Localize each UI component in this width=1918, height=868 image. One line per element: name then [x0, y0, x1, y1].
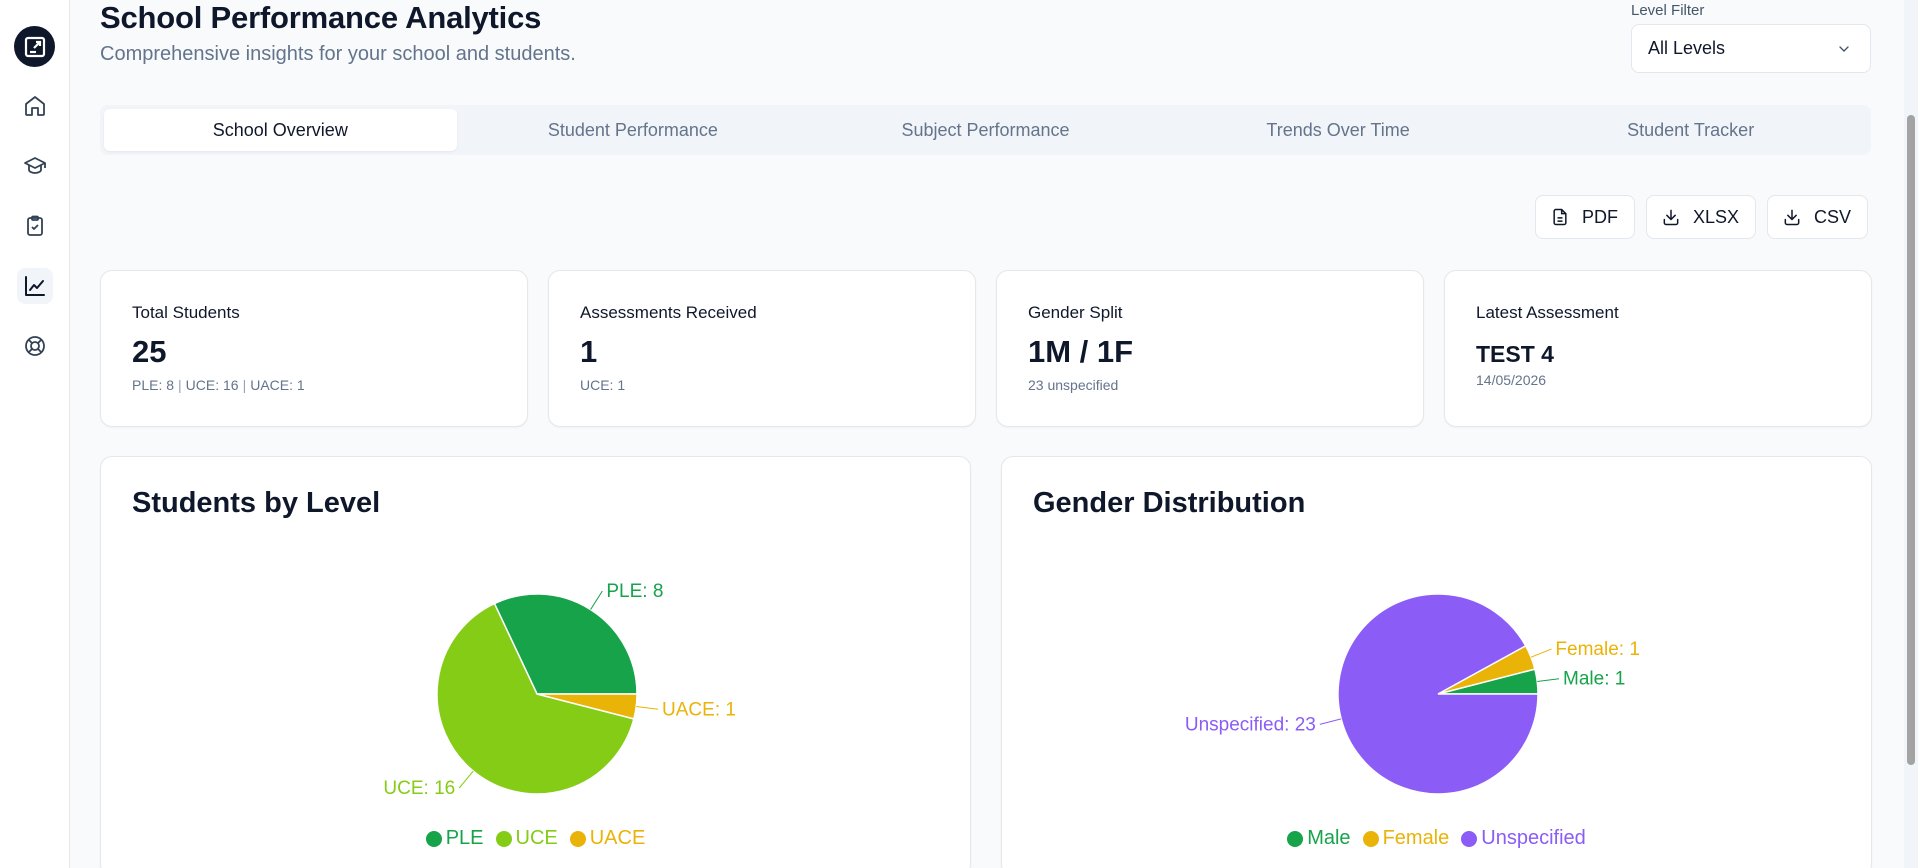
chart-line-icon	[25, 276, 45, 296]
stat-label: Latest Assessment	[1476, 303, 1619, 322]
chevron-down-icon	[1839, 45, 1849, 52]
pie-slice-uce[interactable]	[436, 602, 635, 795]
download-icon	[1663, 209, 1679, 226]
sidebar-item-students[interactable]	[17, 148, 53, 184]
pie-label-female: Female: 1	[1555, 639, 1639, 660]
legend-dot	[1287, 830, 1304, 847]
legend-label: PLE	[445, 827, 484, 849]
tab-school-overview[interactable]: School Overview	[104, 109, 457, 151]
chart-legend: PLE UCE UACE	[101, 827, 970, 850]
stat-label: Gender Split	[1028, 303, 1123, 322]
pie-leader-line	[590, 590, 603, 610]
clipboard-check-icon	[27, 215, 43, 236]
legend-dot	[569, 830, 586, 847]
chart-title: Gender Distribution	[1033, 487, 1306, 519]
gender-distribution-pie: Male: 1 Female: 1 Unspecified: 23	[1185, 593, 1640, 795]
legend-dot	[1461, 830, 1478, 847]
export-xlsx-label: XLSX	[1693, 206, 1740, 227]
pie-slice-uace[interactable]	[536, 693, 638, 720]
tab-list: School Overview Student Performance Subj…	[100, 105, 1871, 155]
page-title: School Performance Analytics	[100, 0, 542, 35]
page-subtitle: Comprehensive insights for your school a…	[100, 43, 576, 65]
stat-card-total-students: Total Students 25 PLE: 8 | UCE: 16 | UACE: 1	[100, 270, 528, 427]
stat-sub: 23 unspecified	[1028, 377, 1119, 393]
pie-slice-ple[interactable]	[493, 593, 638, 695]
legend-label: Female	[1382, 827, 1450, 849]
legend-label: Male	[1307, 827, 1351, 849]
export-xlsx-button[interactable]: XLSX	[1646, 195, 1757, 239]
legend-dot	[425, 830, 442, 847]
legend-item-uce[interactable]: UCE	[495, 827, 558, 850]
legend-item-ple[interactable]: PLE	[425, 827, 484, 850]
graduation-cap-icon	[24, 157, 46, 174]
home-icon	[25, 96, 45, 116]
stat-value: TEST 4	[1476, 341, 1554, 367]
sidebar-item-support[interactable]	[17, 328, 53, 364]
pie-leader-line	[636, 706, 659, 710]
legend-label: Unspecified	[1481, 827, 1586, 849]
logo-icon	[24, 36, 45, 57]
download-icon	[1784, 209, 1800, 226]
export-pdf-button[interactable]: PDF	[1535, 195, 1635, 239]
legend-dot	[495, 830, 512, 847]
stat-value: 1	[580, 334, 598, 369]
stat-value: 25	[132, 334, 167, 369]
stat-sub: 14/05/2026	[1476, 372, 1547, 388]
pie-label-uce: UCE: 16	[383, 778, 455, 799]
chart-card-students-by-level: Students by Level PLE: 8 UCE: 16 UACE: 1 P…	[100, 456, 971, 868]
stat-card-latest-assessment: Latest Assessment TEST 4 14/05/2026	[1444, 270, 1872, 427]
stat-sub: UCE: 1	[580, 377, 626, 393]
pie-label-uace: UACE: 1	[662, 699, 736, 720]
legend-item-male[interactable]: Male	[1287, 827, 1351, 850]
chart-legend: Male Female Unspecified	[1002, 827, 1871, 850]
stat-value: 1M / 1F	[1028, 334, 1134, 369]
lifebuoy-icon	[25, 336, 45, 356]
pie-leader-line	[1530, 648, 1552, 658]
tab-trends-over-time[interactable]: Trends Over Time	[1266, 119, 1410, 140]
export-csv-button[interactable]: CSV	[1767, 195, 1869, 239]
pie-leader-line	[458, 770, 474, 789]
pie-label-unspecified: Unspecified: 23	[1185, 714, 1316, 735]
sidebar-item-assessments[interactable]	[17, 208, 53, 244]
stat-card-assessments: Assessments Received 1 UCE: 1	[548, 270, 976, 427]
export-csv-label: CSV	[1814, 206, 1852, 227]
stat-breakdown-uace: UACE: 1	[250, 377, 305, 393]
stat-breakdown-uce: UCE: 16	[185, 377, 239, 393]
file-text-icon	[1553, 208, 1567, 226]
legend-dot	[1362, 830, 1379, 847]
tab-student-tracker[interactable]: Student Tracker	[1627, 119, 1755, 140]
level-filter-select[interactable]: All Levels	[1631, 24, 1871, 73]
stat-breakdown-ple: PLE: 8	[132, 377, 175, 393]
stat-breakdown: PLE: 8 | UCE: 16 | UACE: 1	[132, 377, 305, 393]
scrollbar-thumb[interactable]	[1907, 115, 1915, 765]
scrollbar[interactable]	[1904, 0, 1918, 868]
pie-label-ple: PLE: 8	[606, 581, 663, 602]
export-pdf-label: PDF	[1582, 206, 1618, 227]
pie-slice-unspecified[interactable]	[1337, 593, 1539, 795]
stat-label: Total Students	[132, 303, 240, 322]
legend-label: UCE	[515, 827, 558, 849]
students-by-level-pie: PLE: 8 UCE: 16 UACE: 1	[383, 581, 736, 799]
legend-item-uace[interactable]: UACE	[569, 827, 646, 850]
stat-label: Assessments Received	[580, 303, 757, 322]
legend-item-female[interactable]: Female	[1362, 827, 1450, 850]
tab-student-performance[interactable]: Student Performance	[547, 119, 718, 140]
pie-label-male: Male: 1	[1563, 669, 1625, 690]
level-filter-label: Level Filter	[1631, 2, 1705, 19]
app-logo[interactable]	[14, 26, 55, 67]
pie-leader-line	[1319, 718, 1342, 725]
stat-card-gender-split: Gender Split 1M / 1F 23 unspecified	[996, 270, 1424, 427]
main-content: School Performance Analytics Comprehensi…	[70, 0, 1918, 868]
chart-card-gender-distribution: Gender Distribution Male: 1 Female: 1 Unsp…	[1001, 456, 1872, 868]
tab-subject-performance[interactable]: Subject Performance	[901, 119, 1070, 140]
sidebar-item-analytics[interactable]	[17, 268, 53, 304]
chart-title: Students by Level	[132, 487, 381, 519]
sidebar	[0, 0, 70, 868]
legend-label: UACE	[589, 827, 646, 849]
legend-item-unspecified[interactable]: Unspecified	[1461, 827, 1586, 850]
pie-leader-line	[1537, 678, 1560, 682]
sidebar-item-home[interactable]	[17, 88, 53, 124]
level-filter-value: All Levels	[1648, 38, 1726, 58]
